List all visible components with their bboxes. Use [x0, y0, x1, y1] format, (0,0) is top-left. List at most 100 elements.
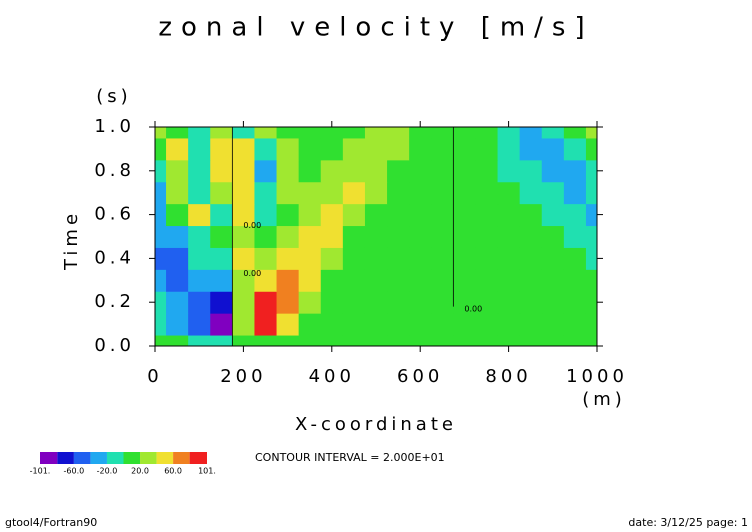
cell [232, 159, 255, 183]
cell [342, 127, 366, 139]
cell [188, 291, 211, 314]
cell [585, 335, 598, 347]
cell [453, 159, 476, 183]
cell [342, 159, 366, 183]
cell [166, 335, 189, 347]
cell [320, 335, 344, 347]
x-tick-label: 600 [397, 366, 443, 387]
cell [475, 159, 499, 183]
y-tick-label: 0.6 [94, 204, 135, 225]
cell [563, 313, 587, 336]
cell [210, 137, 233, 161]
cell [387, 159, 410, 183]
cell [232, 127, 255, 139]
cell [475, 291, 499, 314]
cell [342, 313, 366, 336]
cell [320, 247, 344, 270]
cell [364, 159, 388, 183]
cell [210, 247, 233, 270]
cell [364, 291, 388, 314]
colorbar-label: 60.0 [164, 467, 182, 476]
y-tick-label: 0.8 [94, 160, 135, 181]
y-tick-label: 0.0 [94, 335, 135, 356]
cell [563, 291, 587, 314]
colorbar-label: -101. [30, 467, 51, 476]
cell [387, 291, 410, 314]
cell [276, 181, 300, 205]
cell [453, 225, 476, 248]
cell [497, 225, 521, 248]
cell [210, 291, 233, 314]
cell [387, 335, 410, 347]
cell [210, 127, 233, 139]
cell [409, 335, 432, 347]
cell [475, 313, 499, 336]
cell [497, 203, 521, 227]
cell [497, 137, 521, 161]
cell [475, 247, 499, 270]
cell [409, 127, 432, 139]
cell [166, 225, 189, 248]
cell [342, 137, 366, 161]
cell [541, 335, 565, 347]
cell [298, 203, 322, 227]
cell [519, 313, 543, 336]
cell [155, 335, 167, 347]
colorbar-box [173, 452, 190, 464]
cell [387, 225, 410, 248]
cell [431, 159, 454, 183]
y-tick-label: 1.0 [94, 116, 135, 137]
cell [342, 225, 366, 248]
cell [276, 159, 300, 183]
colorbar-box [140, 452, 157, 464]
cell [232, 313, 255, 336]
cell [497, 291, 521, 314]
cell [298, 313, 322, 336]
cell [563, 159, 587, 183]
cell [342, 181, 366, 205]
cell [585, 181, 598, 205]
cell [409, 269, 432, 292]
cell [320, 127, 344, 139]
cell [276, 247, 300, 270]
cell [232, 137, 255, 161]
cell [188, 137, 211, 161]
cell [453, 137, 476, 161]
colorbar-box [156, 452, 174, 464]
cell [431, 335, 454, 347]
x-tick-label: 0 [147, 366, 162, 387]
cell [188, 269, 211, 292]
colorbar-label: -60.0 [64, 467, 85, 476]
cell [166, 181, 189, 205]
colorbar-box [40, 452, 58, 464]
cell [166, 137, 189, 161]
cell [210, 159, 233, 183]
cell [210, 313, 233, 336]
footer-right: date: 3/12/25 page: 1 [628, 516, 748, 529]
cell [497, 127, 521, 139]
cell [276, 127, 300, 139]
cell [166, 159, 189, 183]
cell [364, 181, 388, 205]
cell [188, 313, 211, 336]
cell [155, 225, 167, 248]
cell [166, 127, 189, 139]
cell [254, 247, 278, 270]
cell [155, 127, 167, 139]
cell [541, 247, 565, 270]
contour-label: 0.00 [243, 221, 261, 230]
colorbar-box [189, 452, 207, 464]
cell [320, 137, 344, 161]
cell [188, 203, 211, 227]
cell [320, 225, 344, 248]
cell [409, 313, 432, 336]
y-tick-label: 0.4 [94, 247, 135, 268]
cell [453, 203, 476, 227]
cell [298, 269, 322, 292]
cell [541, 225, 565, 248]
cell [387, 137, 410, 161]
cell [409, 291, 432, 314]
cell [519, 203, 543, 227]
cell [409, 137, 432, 161]
